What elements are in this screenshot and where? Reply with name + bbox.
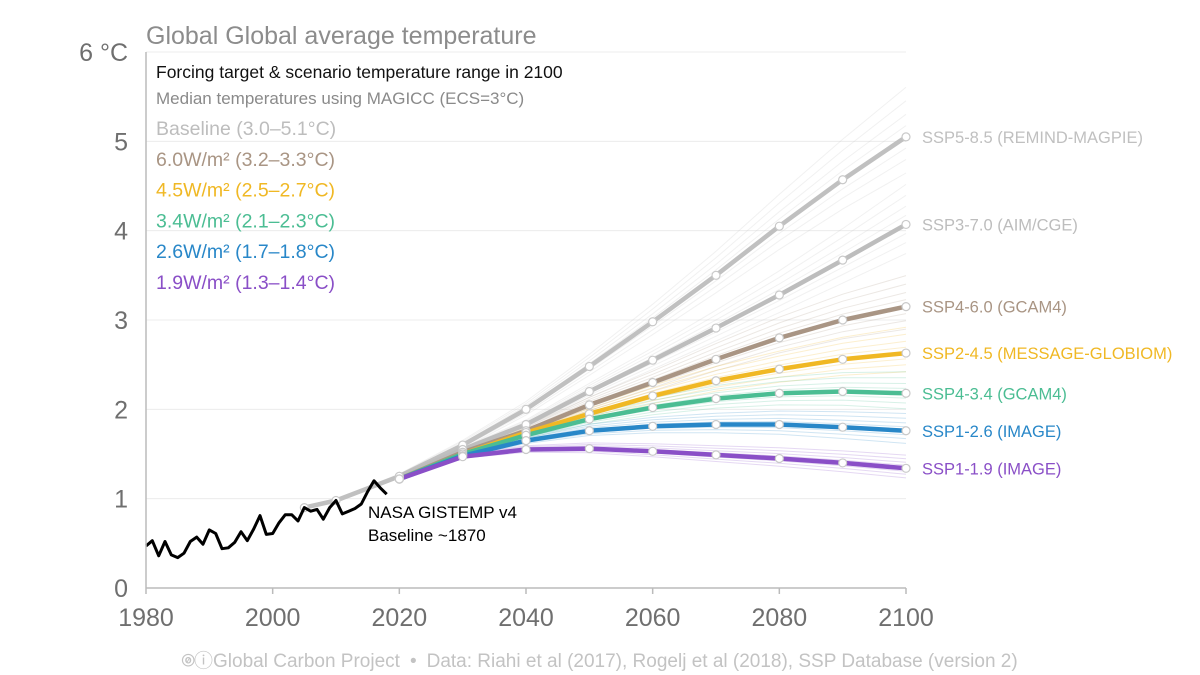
footer-source: Data: Riahi et al (2017), Rogelj et al (… bbox=[426, 651, 1018, 672]
series-point bbox=[711, 419, 721, 430]
series-point bbox=[901, 132, 911, 142]
series-point bbox=[711, 354, 721, 364]
y-tick-label: 5 bbox=[114, 128, 128, 156]
series-point bbox=[774, 453, 784, 464]
series-point bbox=[901, 219, 911, 230]
series-label: SSP1-1.9 (IMAGE) bbox=[922, 460, 1061, 478]
y-tick-label: 3 bbox=[114, 307, 128, 335]
ensemble-member-line bbox=[304, 172, 907, 509]
series-point bbox=[711, 270, 721, 280]
series-point bbox=[711, 376, 721, 386]
chart-title: Global Global average temperature bbox=[146, 22, 537, 50]
series-label: SSP5-8.5 (REMIND-MAGPIE) bbox=[922, 129, 1143, 147]
ensemble-member-line bbox=[399, 183, 907, 477]
series-point bbox=[584, 444, 594, 454]
axes: 0 1 2 3 4 5 6 °C 1980 2000 2020 2040 2060 2080 2100 bbox=[79, 39, 934, 632]
series-point bbox=[458, 452, 468, 462]
series-point bbox=[648, 377, 658, 388]
series-point bbox=[711, 394, 721, 404]
series-label: SSP4-6.0 (GCAM4) bbox=[922, 299, 1067, 317]
ensemble-bands bbox=[304, 86, 907, 509]
legend-entry: 3.4W/m² (2.1–2.3°C) bbox=[156, 210, 335, 232]
series-labels: SSP5-8.5 (REMIND-MAGPIE) SSP3-7.0 (AIM/CG… bbox=[922, 129, 1172, 478]
grid-lines bbox=[146, 51, 906, 500]
y-tick-label: 6 °C bbox=[79, 39, 128, 67]
series-point bbox=[521, 436, 531, 446]
series-point bbox=[901, 463, 911, 473]
series-point bbox=[648, 355, 658, 365]
series-point bbox=[648, 317, 658, 327]
x-tick-label: 2040 bbox=[498, 604, 554, 632]
series-point bbox=[394, 474, 404, 484]
series-point bbox=[901, 302, 911, 312]
footer: 🄍ⓘGlobal Carbon Project • Data: Riahi et a… bbox=[0, 646, 1200, 673]
series-point bbox=[774, 364, 784, 374]
x-tick-label: 1980 bbox=[118, 604, 174, 632]
x-tick-label: 2000 bbox=[245, 604, 301, 632]
series-label: SSP4-3.4 (GCAM4) bbox=[922, 385, 1067, 403]
y-tick-label: 0 bbox=[114, 575, 128, 603]
series-point bbox=[521, 404, 531, 414]
series-point bbox=[648, 421, 658, 431]
series-point bbox=[584, 361, 594, 372]
series-lines bbox=[299, 132, 911, 513]
series-point bbox=[648, 446, 658, 456]
observation-sublabel: Baseline ~1870 bbox=[368, 526, 486, 545]
observation-label: NASA GISTEMP v4 bbox=[368, 503, 517, 522]
series-label: SSP1-2.6 (IMAGE) bbox=[922, 423, 1061, 441]
legend-entry: 6.0W/m² (3.2–3.3°C) bbox=[156, 149, 335, 171]
series-point bbox=[901, 426, 911, 436]
chart-subtitle: Forcing target & scenario temperature ra… bbox=[156, 62, 563, 82]
series-point bbox=[838, 422, 848, 432]
series-point bbox=[711, 323, 721, 333]
series-point bbox=[774, 290, 784, 300]
series-point bbox=[838, 175, 848, 185]
footer-separator: • bbox=[409, 651, 417, 672]
legend: Baseline (3.0–5.1°C) 6.0W/m² (3.2–3.3°C) 4… bbox=[156, 118, 336, 294]
series-label: SSP3-7.0 (AIM/CGE) bbox=[922, 216, 1078, 234]
x-tick-label: 2060 bbox=[625, 604, 681, 632]
series-point bbox=[838, 354, 848, 364]
series-point bbox=[584, 400, 594, 410]
series-point bbox=[774, 419, 784, 430]
series-point bbox=[648, 391, 658, 401]
series-point bbox=[648, 402, 658, 413]
series-point bbox=[838, 386, 848, 397]
x-tick-label: 2020 bbox=[372, 604, 428, 632]
y-tick-label: 1 bbox=[114, 486, 128, 514]
series-point bbox=[521, 444, 531, 455]
series-point bbox=[584, 426, 594, 436]
series-label: SSP2-4.5 (MESSAGE-GLOBIOM) bbox=[922, 345, 1172, 363]
x-tick-label: 2080 bbox=[752, 604, 808, 632]
series-point bbox=[774, 333, 784, 343]
y-tick-label: 4 bbox=[114, 218, 128, 246]
series-point bbox=[584, 414, 594, 424]
series-point bbox=[838, 255, 848, 265]
x-tick-label: 2100 bbox=[878, 604, 934, 632]
cc-license-icon: 🄍ⓘ bbox=[182, 651, 214, 672]
chart-note: Median temperatures using MAGICC (ECS=3°… bbox=[156, 89, 524, 108]
series-point bbox=[901, 388, 911, 398]
series-point bbox=[584, 386, 594, 397]
legend-entry: 4.5W/m² (2.5–2.7°C) bbox=[156, 180, 335, 202]
y-tick-label: 2 bbox=[114, 396, 128, 424]
legend-entry: 2.6W/m² (1.7–1.8°C) bbox=[156, 241, 335, 263]
series-point bbox=[838, 458, 848, 468]
series-point bbox=[838, 315, 848, 325]
observation-series bbox=[145, 479, 388, 560]
footer-org: Global Carbon Project bbox=[213, 651, 400, 672]
legend-entry: 1.9W/m² (1.3–1.4°C) bbox=[156, 272, 335, 294]
legend-entry: Baseline (3.0–5.1°C) bbox=[156, 118, 336, 140]
observation-line bbox=[145, 479, 388, 560]
series-point bbox=[711, 450, 721, 460]
series-point bbox=[774, 388, 784, 398]
series-point bbox=[774, 221, 784, 231]
series-point bbox=[901, 348, 911, 358]
